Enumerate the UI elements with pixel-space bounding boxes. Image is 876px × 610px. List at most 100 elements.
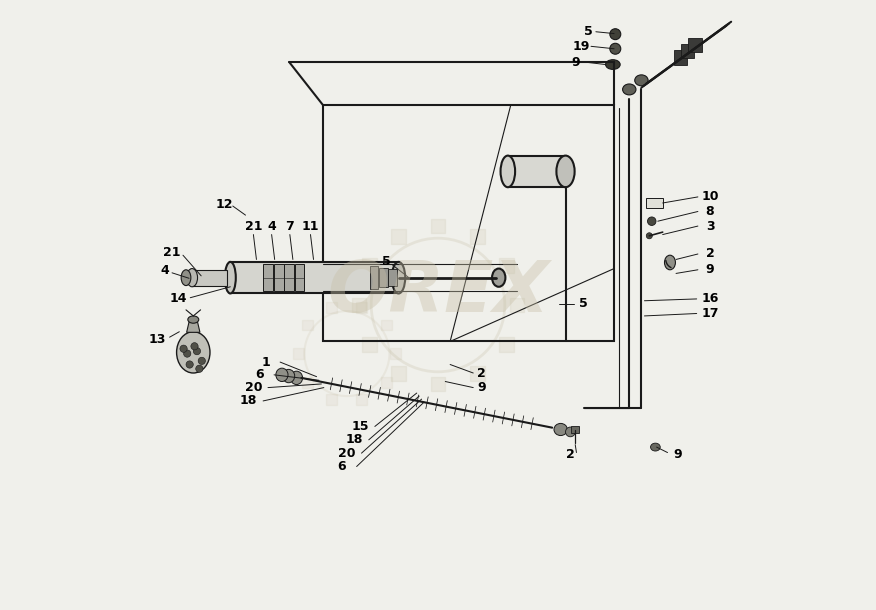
Bar [370, 266, 378, 289]
Ellipse shape [554, 423, 568, 436]
Ellipse shape [177, 332, 210, 373]
Text: 16: 16 [702, 292, 718, 306]
Text: 2: 2 [706, 248, 715, 260]
Polygon shape [431, 376, 445, 391]
Text: 3: 3 [706, 220, 714, 232]
Ellipse shape [276, 368, 288, 381]
Text: 17: 17 [702, 307, 719, 320]
Polygon shape [302, 320, 313, 331]
Text: 19: 19 [573, 40, 590, 53]
Circle shape [646, 233, 653, 239]
Ellipse shape [291, 371, 302, 384]
Circle shape [186, 361, 194, 368]
Bar [388, 269, 397, 286]
Polygon shape [352, 298, 366, 312]
Bar [230, 262, 399, 293]
Bar [646, 198, 662, 208]
Ellipse shape [651, 443, 661, 451]
Text: 7: 7 [286, 220, 294, 232]
Ellipse shape [187, 316, 199, 323]
Ellipse shape [665, 255, 675, 270]
Circle shape [198, 357, 206, 365]
Text: 20: 20 [244, 381, 262, 394]
Ellipse shape [283, 370, 294, 382]
Polygon shape [392, 229, 406, 244]
Text: 20: 20 [338, 447, 356, 460]
Text: 10: 10 [702, 190, 719, 203]
Bar [285, 264, 294, 291]
Text: 21: 21 [244, 220, 262, 232]
Text: 9: 9 [571, 56, 580, 68]
Bar [689, 38, 702, 52]
Polygon shape [357, 394, 367, 405]
Polygon shape [390, 348, 401, 359]
Polygon shape [363, 337, 377, 352]
Ellipse shape [556, 156, 575, 187]
Polygon shape [327, 394, 337, 405]
Bar [192, 270, 227, 285]
Text: 11: 11 [301, 220, 319, 232]
Text: 9: 9 [673, 448, 682, 461]
Polygon shape [392, 366, 406, 381]
Text: 18: 18 [240, 395, 258, 407]
Text: 5: 5 [584, 25, 593, 38]
Text: OREX: OREX [327, 259, 549, 328]
Polygon shape [293, 348, 304, 359]
Polygon shape [381, 320, 392, 331]
Ellipse shape [492, 268, 505, 287]
Text: 4: 4 [267, 220, 276, 232]
Text: 5: 5 [579, 297, 588, 310]
Text: 1: 1 [261, 356, 270, 368]
Polygon shape [510, 298, 524, 312]
Polygon shape [381, 376, 392, 387]
Text: 12: 12 [215, 198, 233, 210]
Text: 6: 6 [338, 460, 346, 473]
Circle shape [647, 217, 656, 226]
Ellipse shape [605, 60, 620, 70]
Ellipse shape [187, 268, 198, 287]
Bar [571, 426, 580, 432]
Text: 21: 21 [163, 246, 180, 259]
Circle shape [194, 348, 201, 355]
Ellipse shape [500, 156, 515, 187]
Text: 9: 9 [477, 381, 486, 394]
Ellipse shape [566, 427, 576, 437]
Polygon shape [499, 258, 513, 273]
Circle shape [180, 345, 187, 353]
Ellipse shape [635, 75, 648, 86]
Polygon shape [470, 366, 484, 381]
Polygon shape [327, 302, 337, 313]
Text: 18: 18 [345, 433, 363, 447]
Ellipse shape [392, 262, 406, 293]
Bar [294, 264, 305, 291]
Ellipse shape [225, 262, 236, 293]
Circle shape [191, 343, 198, 350]
Polygon shape [499, 337, 513, 352]
Text: 2: 2 [566, 448, 575, 461]
Bar [379, 268, 387, 287]
Text: 4: 4 [160, 264, 169, 277]
Ellipse shape [181, 270, 191, 285]
Bar [508, 156, 566, 187]
Polygon shape [470, 229, 484, 244]
Text: 2: 2 [477, 367, 486, 379]
Text: 9: 9 [706, 264, 714, 276]
Bar [674, 50, 687, 65]
Polygon shape [431, 219, 445, 234]
Text: 15: 15 [351, 420, 369, 433]
Text: 6: 6 [255, 368, 264, 381]
Text: 13: 13 [149, 332, 166, 345]
Bar [263, 264, 272, 291]
Circle shape [184, 350, 191, 357]
Bar [274, 264, 284, 291]
Text: 14: 14 [169, 292, 187, 306]
Polygon shape [363, 258, 377, 273]
Circle shape [195, 365, 203, 372]
Polygon shape [357, 302, 367, 313]
Circle shape [610, 29, 621, 40]
Circle shape [610, 43, 621, 54]
Text: 5: 5 [382, 255, 391, 268]
Bar [681, 44, 695, 59]
Text: 8: 8 [706, 205, 714, 218]
Polygon shape [302, 376, 313, 387]
